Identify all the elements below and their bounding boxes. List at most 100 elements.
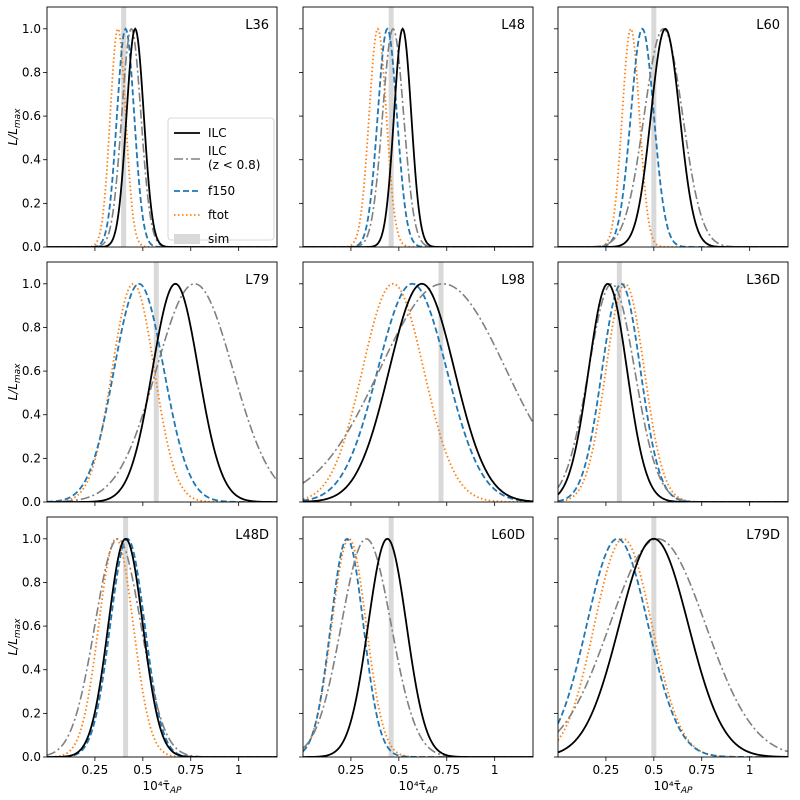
x-axis-label: 10⁴τ̄AP xyxy=(143,779,182,796)
y-axis-label-subscript: max xyxy=(13,363,23,383)
curve-ilc-z xyxy=(558,283,788,502)
y-tick-label: 1.0 xyxy=(22,277,41,291)
x-tick-label: 1 xyxy=(235,763,243,777)
curve-ftot xyxy=(47,282,277,502)
curve-f150 xyxy=(303,27,533,247)
x-axis-label: 10⁴τ̄AP xyxy=(399,779,438,796)
curve-ftot xyxy=(303,537,533,757)
curve-ftot xyxy=(558,282,788,502)
y-axis-label: L/Lmax xyxy=(6,363,23,401)
panel-label: L60D xyxy=(491,528,525,543)
y-tick-label: 0.0 xyxy=(22,240,41,254)
y-axis-label: L/Lmax xyxy=(6,108,23,146)
legend-entry-ilc: ILC xyxy=(174,126,227,140)
y-tick-label: 1.0 xyxy=(22,22,41,36)
y-tick-label: 0.2 xyxy=(22,196,41,210)
y-tick-label: 0.2 xyxy=(22,451,41,465)
curve-ilc xyxy=(303,27,533,247)
legend-box xyxy=(167,117,275,241)
y-tick-label: 0.4 xyxy=(22,153,41,167)
panel-frame xyxy=(46,6,278,248)
sim-band xyxy=(438,262,444,502)
y-tick-label: 0.2 xyxy=(22,706,41,720)
x-tick-label: 0.25 xyxy=(82,763,109,777)
curve-ftot xyxy=(558,537,788,757)
panel-frame xyxy=(557,6,789,248)
x-tick-label: 1 xyxy=(746,763,754,777)
panel-l60d: 0.25 0.5 0.75 1 L60D 10⁴τ̄AP xyxy=(299,516,534,796)
y-tick-label: 1.0 xyxy=(22,532,41,546)
legend-entry-sim: sim xyxy=(174,232,229,246)
panel-label: L79D xyxy=(746,528,780,543)
legend-swatch xyxy=(174,234,200,244)
y-tick-label: 0.8 xyxy=(22,575,41,589)
panel-frame xyxy=(557,261,789,503)
x-tick-label: 0.75 xyxy=(177,763,204,777)
y-tick-label: 0.8 xyxy=(22,320,41,334)
sim-band xyxy=(123,517,129,757)
curve-ilc-z xyxy=(47,283,277,502)
y-tick-label: 0.6 xyxy=(22,109,41,123)
curve-f150 xyxy=(558,282,788,502)
curve-ilc xyxy=(558,537,788,757)
x-axis-label: 10⁴τ̄AP xyxy=(654,779,693,796)
curve-ilc-z xyxy=(558,538,788,753)
y-tick-label: 0.0 xyxy=(22,750,41,764)
panel-frame xyxy=(557,516,789,758)
panel-frame xyxy=(302,516,534,758)
x-tick-label: 0.25 xyxy=(593,763,620,777)
panel-l79: 0.0 0.2 0.4 0.6 0.8 1.0 L79 L/Lmax xyxy=(6,261,278,509)
curve-ilc xyxy=(47,537,277,757)
legend-label: ILC xyxy=(208,144,227,158)
curve-ftot xyxy=(303,282,533,502)
sim-band xyxy=(153,262,159,502)
sim-band xyxy=(616,262,622,502)
legend-label: sim xyxy=(208,232,229,246)
curve-f150 xyxy=(303,282,533,502)
curve-f150 xyxy=(47,282,277,502)
x-tick-label: 0.5 xyxy=(133,763,152,777)
legend-label: ftot xyxy=(208,208,229,222)
legend-label: f150 xyxy=(208,184,235,198)
y-axis-label-subscript: max xyxy=(13,618,23,638)
y-tick-label: 0.0 xyxy=(22,495,41,509)
x-tick-label: 0.25 xyxy=(338,763,365,777)
x-tick-label: 1 xyxy=(491,763,499,777)
y-tick-label: 0.4 xyxy=(22,408,41,422)
panel-label: L98 xyxy=(501,273,525,288)
panel-frame xyxy=(46,516,278,758)
x-tick-label: 0.75 xyxy=(433,763,460,777)
curve-ftot xyxy=(303,27,533,247)
curve-ilc-z xyxy=(303,27,533,247)
panel-label: L36 xyxy=(245,18,269,33)
x-axis-label-subscript: AP xyxy=(425,786,438,796)
panel-l48d: 0.0 0.2 0.4 0.6 0.8 1.0 0.25 0.5 0.75 1 L48D L/Lmax… xyxy=(6,516,278,796)
panel-label: L79 xyxy=(245,273,269,288)
y-axis-label: L/Lmax xyxy=(6,618,23,656)
x-axis-label-subscript: AP xyxy=(680,786,693,796)
x-tick-label: 0.75 xyxy=(688,763,715,777)
y-axis-label-subscript: max xyxy=(13,108,23,128)
panel-l60: L60 xyxy=(554,6,789,251)
curve-ilc xyxy=(558,27,788,247)
panel-l36d: L36D xyxy=(554,261,789,506)
panel-label: L48 xyxy=(501,18,525,33)
curve-ilc-z xyxy=(47,538,277,757)
y-tick-label: 0.4 xyxy=(22,663,41,677)
x-axis-label-subscript: AP xyxy=(169,786,182,796)
legend-label-line2: (z < 0.8) xyxy=(208,158,260,172)
legend-entry-ftot: ftot xyxy=(174,208,229,222)
curve-ilc xyxy=(303,537,533,757)
sim-band xyxy=(121,7,127,247)
panel-label: L36D xyxy=(746,273,780,288)
panel-frame xyxy=(46,261,278,503)
panel-l98: L98 xyxy=(299,261,534,506)
panel-label: L60 xyxy=(756,18,780,33)
sim-band xyxy=(388,517,394,757)
curve-ilc xyxy=(47,27,277,247)
legend-entry-f150: f150 xyxy=(174,184,235,198)
